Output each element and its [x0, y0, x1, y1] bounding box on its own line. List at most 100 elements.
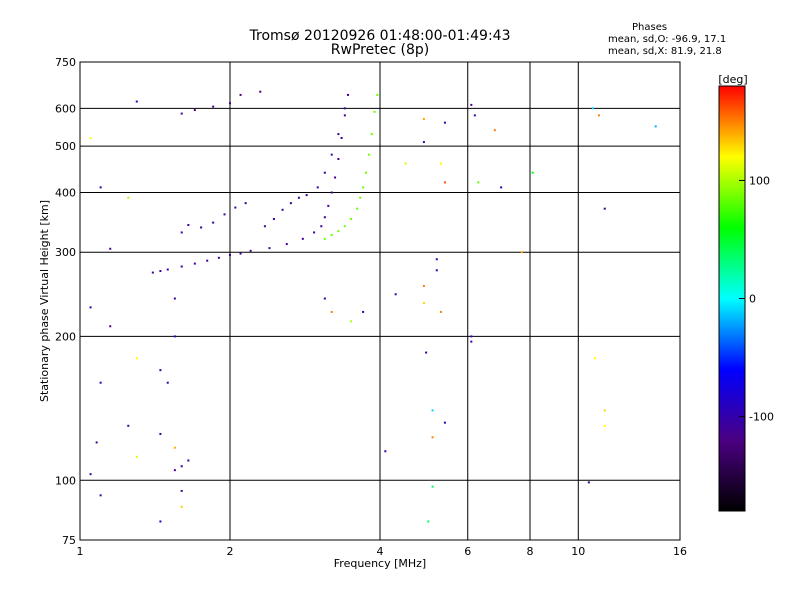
data-point [135, 455, 138, 458]
data-point [384, 450, 387, 453]
data-point [443, 421, 446, 424]
colorbar-tick-label: 100 [749, 174, 770, 187]
data-point [404, 162, 407, 165]
data-point [109, 325, 112, 328]
data-point [166, 381, 169, 384]
data-point [239, 252, 242, 255]
data-point [330, 310, 333, 313]
data-point [187, 224, 190, 227]
data-point [212, 221, 215, 224]
data-point [249, 249, 252, 252]
data-point [268, 247, 271, 250]
data-point [373, 110, 376, 113]
data-point [334, 176, 337, 179]
data-point [597, 114, 600, 117]
data-point [239, 93, 242, 96]
data-point [173, 297, 176, 300]
data-point [180, 231, 183, 234]
data-point [359, 196, 362, 199]
data-point [603, 207, 606, 210]
y-tick-label: 600 [55, 102, 76, 115]
data-point [229, 102, 231, 105]
phases-o-stats: mean, sd,O: -96.9, 17.1 [608, 34, 726, 45]
data-point [337, 133, 340, 136]
data-point [435, 258, 438, 261]
data-point [173, 446, 176, 449]
data-point [200, 226, 203, 229]
y-axis-label: Stationary phase Virtual Height [km] [38, 200, 51, 402]
data-point [289, 202, 292, 205]
data-point [431, 436, 434, 439]
data-point [470, 103, 473, 106]
data-point [340, 137, 343, 140]
data-point [493, 129, 496, 132]
data-point [159, 432, 162, 435]
data-point [520, 251, 523, 254]
colorbar-ticks: -100 0 100 [739, 174, 774, 424]
data-point [217, 256, 220, 259]
data-point [159, 369, 162, 372]
data-point [443, 121, 446, 124]
data-point [301, 237, 304, 240]
data-point [431, 409, 434, 412]
data-point [470, 335, 473, 338]
colorbar-label: [deg] [718, 73, 747, 86]
data-point [193, 109, 196, 112]
data-point [431, 485, 434, 488]
data-point [99, 186, 102, 189]
chart-title: Tromsø 20120926 01:48:00-01:49:43 [249, 28, 511, 44]
data-point [95, 441, 98, 444]
data-point [173, 469, 176, 472]
data-point [422, 117, 425, 120]
data-point [320, 225, 323, 228]
data-point [127, 424, 130, 427]
data-point [350, 320, 353, 323]
data-point [135, 100, 138, 103]
data-point [531, 171, 534, 174]
data-point [477, 181, 480, 184]
phases-title: Phases [632, 22, 667, 33]
data-point [337, 230, 340, 233]
data-point [427, 520, 430, 523]
data-point [337, 158, 340, 161]
x-tick-label: 6 [464, 545, 471, 558]
data-point [89, 473, 92, 476]
data-point [435, 269, 438, 272]
data-point [180, 465, 183, 468]
y-tick-label: 200 [55, 330, 76, 343]
data-point [367, 153, 370, 156]
data-point [365, 171, 368, 174]
data-point [356, 207, 359, 210]
colorbar-tick-label: 0 [749, 293, 756, 306]
data-point [166, 268, 169, 271]
x-tick-label: 10 [571, 545, 585, 558]
data-point [99, 494, 102, 497]
data-point [323, 171, 326, 174]
data-point [285, 243, 288, 246]
data-point [89, 306, 92, 309]
data-point [603, 409, 606, 412]
data-point [244, 202, 247, 205]
data-point [159, 270, 162, 273]
data-point [323, 216, 326, 219]
data-point [591, 107, 594, 110]
data-point [323, 237, 326, 240]
data-point [180, 265, 183, 268]
data-point [151, 271, 154, 274]
data-point [281, 208, 284, 211]
data-point [422, 301, 425, 304]
data-point [500, 186, 503, 189]
data-point [193, 262, 196, 265]
data-point [173, 335, 176, 338]
data-point [263, 225, 266, 228]
data-point [425, 351, 428, 354]
data-point [439, 162, 442, 165]
data-point [316, 186, 319, 189]
data-point [422, 284, 425, 287]
y-tick-label: 300 [55, 246, 76, 259]
x-axis-ticks: 1 2 4 6 8 10 16 [77, 545, 688, 558]
data-point [362, 186, 365, 189]
colorbar-tick-label: -100 [749, 411, 774, 424]
data-point [473, 114, 476, 117]
